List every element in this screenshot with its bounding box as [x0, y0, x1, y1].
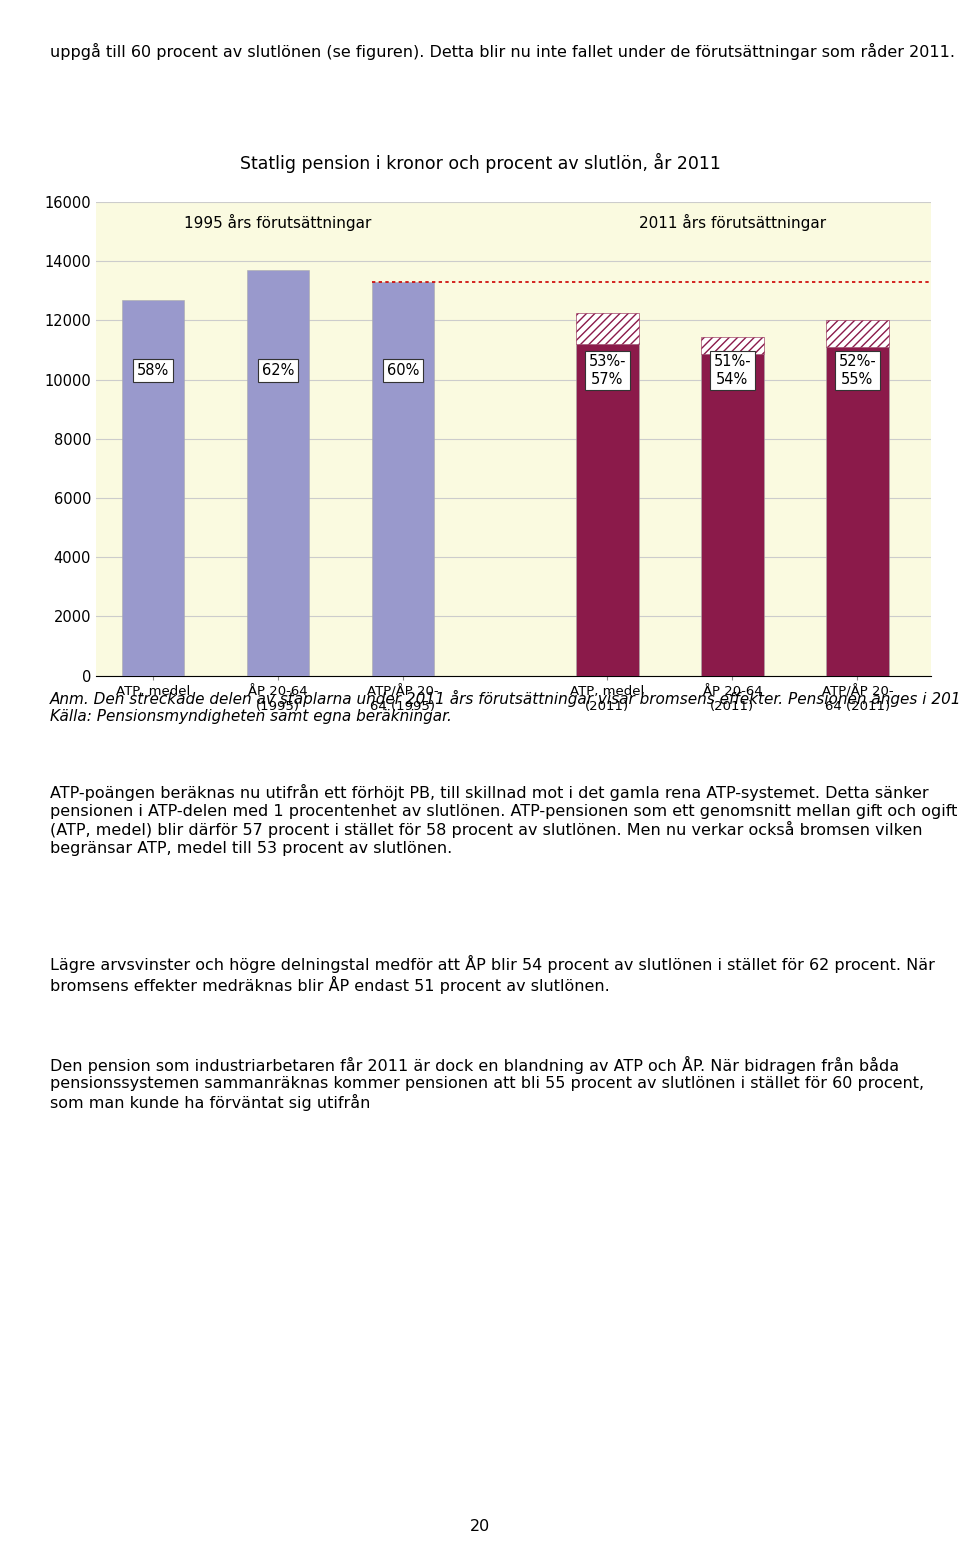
Bar: [827, 346, 889, 676]
Text: 20: 20: [469, 1519, 491, 1534]
Bar: [701, 337, 763, 354]
Bar: [827, 320, 889, 346]
Bar: [701, 354, 763, 676]
Bar: [247, 270, 309, 676]
Text: 2011 års förutsättningar: 2011 års förutsättningar: [638, 214, 826, 231]
Bar: [576, 312, 638, 345]
Bar: [576, 345, 638, 676]
Text: Anm. Den streckade delen av staplarna under 2011 års förutsättningar visar broms: Anm. Den streckade delen av staplarna un…: [50, 690, 960, 724]
Text: uppgå till 60 procent av slutlönen (se figuren). Detta blir nu inte fallet under: uppgå till 60 procent av slutlönen (se f…: [50, 43, 955, 61]
Text: 53%-
57%: 53%- 57%: [588, 354, 626, 387]
Text: 58%: 58%: [136, 363, 169, 377]
Text: 62%: 62%: [262, 363, 294, 377]
Text: Statlig pension i kronor och procent av slutlön, år 2011: Statlig pension i kronor och procent av …: [240, 154, 720, 172]
Text: 51%-
54%: 51%- 54%: [713, 354, 751, 387]
Bar: [122, 300, 184, 676]
Text: 1995 års förutsättningar: 1995 års förutsättningar: [184, 214, 372, 231]
Text: Den pension som industriarbetaren får 2011 är dock en blandning av ATP och ÅP. N: Den pension som industriarbetaren får 20…: [50, 1056, 924, 1112]
Text: 52%-
55%: 52%- 55%: [838, 354, 876, 387]
Text: ATP-poängen beräknas nu utifrån ett förhöjt PB, till skillnad mot i det gamla re: ATP-poängen beräknas nu utifrån ett förh…: [50, 784, 957, 856]
Text: 60%: 60%: [387, 363, 419, 377]
Text: Lägre arvsvinster och högre delningstal medför att ÅP blir 54 procent av slutlön: Lägre arvsvinster och högre delningstal …: [50, 955, 935, 994]
Bar: [372, 281, 434, 676]
